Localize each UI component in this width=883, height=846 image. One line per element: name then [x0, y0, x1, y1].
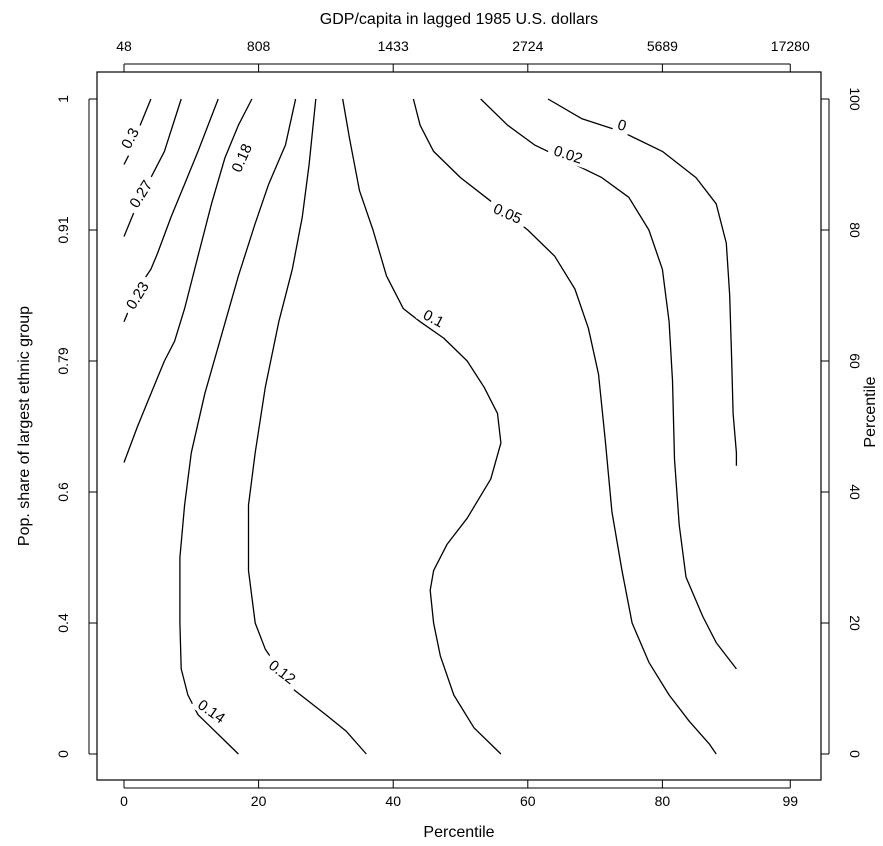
contour-label-bg — [612, 113, 633, 136]
x-tick-label-top: 808 — [247, 38, 271, 54]
y-tick-label-right: 0 — [847, 750, 863, 758]
x-tick-label-bottom: 60 — [520, 793, 536, 809]
y-tick-label-left: 0.4 — [55, 613, 71, 633]
contour-layer: 0.30.270.230.180.140.120.10.050.020 — [113, 98, 738, 755]
contour-line-1 — [123, 98, 182, 237]
contour-label-bg — [261, 651, 305, 691]
x-tick-label-top: 1433 — [378, 38, 409, 54]
contour-label-bg — [415, 302, 453, 334]
y-tick-label-left: 0.79 — [55, 347, 71, 374]
x-tick-label-top: 48 — [116, 38, 132, 54]
contour-line-6 — [342, 98, 502, 755]
contour-line-7 — [412, 98, 717, 755]
y-tick-label-left: 1 — [55, 95, 71, 103]
x-tick-label-bottom: 40 — [385, 793, 401, 809]
y-tick-label-left: 0.6 — [55, 482, 71, 502]
contour-label-bg — [118, 273, 155, 317]
tick-layer: 0 20 40 60 80 99 48 808 1433 2724 5689 17280 0 0.4 0.6… — [55, 38, 863, 809]
y-tick-label-right: 20 — [847, 615, 863, 631]
contour-label-bg — [546, 138, 591, 169]
contour-label-bg — [190, 691, 234, 730]
x-tick-label-top: 2724 — [512, 38, 543, 54]
contour-line-4 — [179, 98, 297, 755]
contour-line-3 — [123, 98, 253, 463]
y-tick-label-left: 0.91 — [55, 216, 71, 243]
x-axis-title-top: GDP/capita in lagged 1985 U.S. dollars — [320, 11, 598, 28]
x-axis-title-bottom: Percentile — [423, 824, 494, 841]
y-axis-title-right: Percentile — [862, 376, 879, 447]
x-tick-label-bottom: 0 — [120, 793, 128, 809]
y-tick-label-right: 100 — [847, 87, 863, 111]
x-tick-label-top: 5689 — [647, 38, 678, 54]
contour-line-8 — [480, 98, 737, 670]
x-tick-label-top: 17280 — [771, 38, 810, 54]
contour-label-bg — [486, 196, 530, 230]
contour-label-bg — [113, 119, 145, 157]
contour-label-bg — [224, 135, 258, 180]
plot-frame — [96, 71, 822, 781]
y-tick-label-right: 80 — [847, 222, 863, 238]
y-axis-title-left: Pop. share of largest ethnic group — [16, 306, 33, 546]
x-tick-label-bottom: 20 — [251, 793, 267, 809]
contour-label: 0.02 — [552, 143, 585, 168]
y-tick-label-left: 0 — [55, 750, 71, 758]
y-tick-label-right: 60 — [847, 353, 863, 369]
contour-label-bg — [121, 171, 159, 216]
y-tick-label-right: 40 — [847, 484, 863, 500]
x-tick-label-bottom: 80 — [655, 793, 671, 809]
x-tick-label-bottom: 99 — [782, 793, 798, 809]
contour-line-5 — [247, 98, 367, 755]
